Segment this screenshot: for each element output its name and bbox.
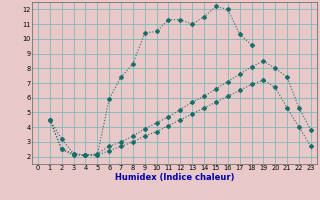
- X-axis label: Humidex (Indice chaleur): Humidex (Indice chaleur): [115, 173, 234, 182]
